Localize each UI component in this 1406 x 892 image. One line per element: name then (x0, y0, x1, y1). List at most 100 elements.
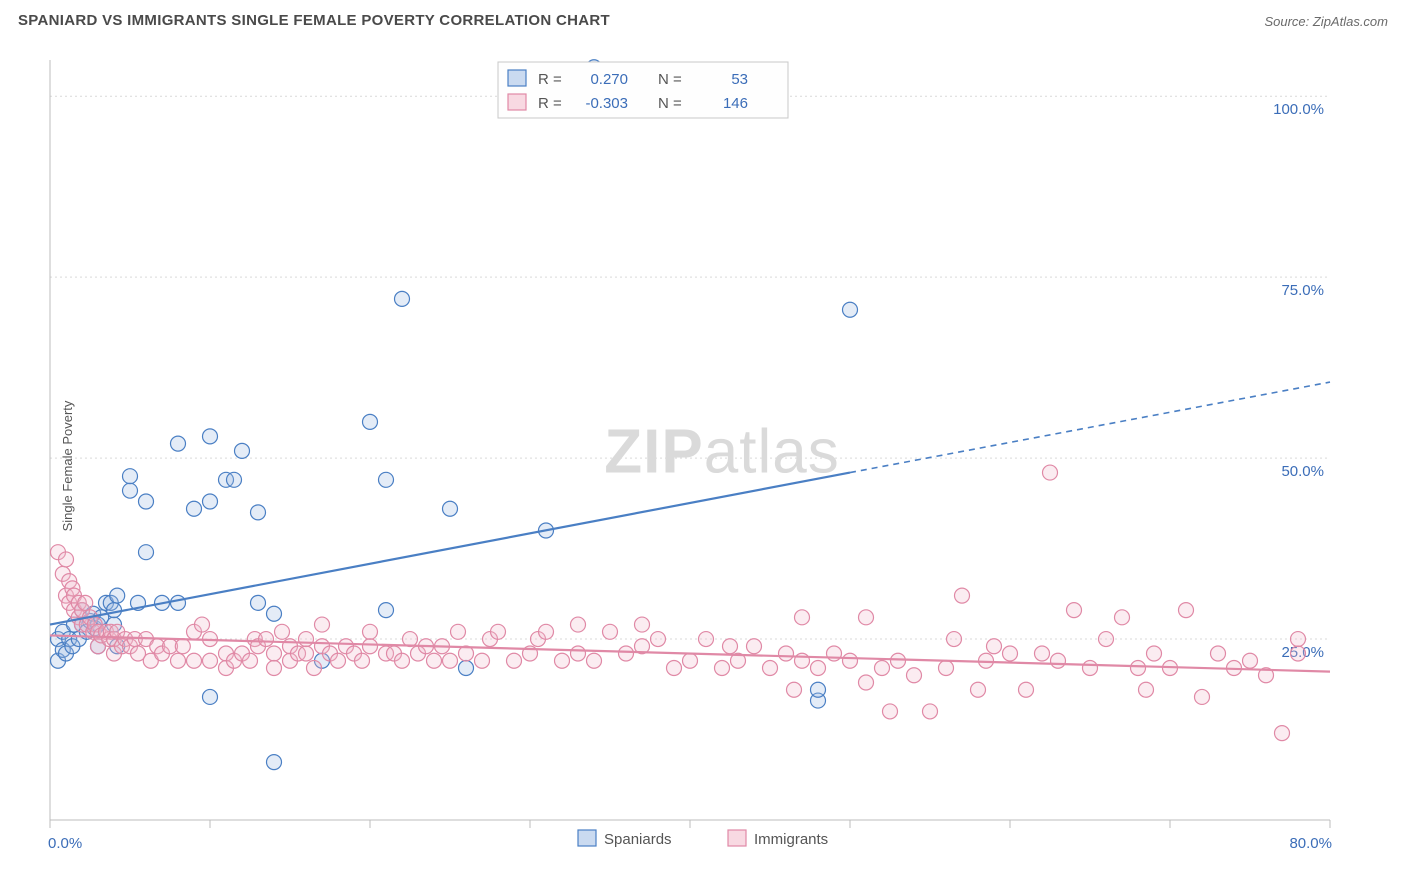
scatter-point (363, 624, 378, 639)
scatter-point (635, 617, 650, 632)
scatter-point (139, 494, 154, 509)
scatter-point (1115, 610, 1130, 625)
source-name: ZipAtlas.com (1313, 14, 1388, 29)
scatter-point (203, 689, 218, 704)
x-tick-label: 80.0% (1289, 835, 1332, 852)
scatter-point (587, 653, 602, 668)
legend-n-label: N = (658, 95, 682, 112)
scatter-point (1131, 661, 1146, 676)
scatter-point (299, 632, 314, 647)
scatter-point (427, 653, 442, 668)
legend-swatch (508, 94, 526, 110)
scatter-point (259, 632, 274, 647)
bottom-legend-label: Immigrants (754, 831, 828, 848)
scatter-point (1035, 646, 1050, 661)
scatter-point (251, 505, 266, 520)
scatter-point (571, 617, 586, 632)
scatter-point (875, 661, 890, 676)
scatter-point (251, 595, 266, 610)
scatter-point (683, 653, 698, 668)
scatter-point (1291, 632, 1306, 647)
scatter-point (795, 610, 810, 625)
scatter-point (603, 624, 618, 639)
bottom-legend-label: Spaniards (604, 831, 672, 848)
scatter-point (355, 653, 370, 668)
scatter-point (267, 755, 282, 770)
scatter-point (1003, 646, 1018, 661)
legend-swatch (508, 70, 526, 86)
scatter-point (227, 472, 242, 487)
scatter-point (203, 429, 218, 444)
watermark: ZIPatlas (604, 418, 839, 487)
scatter-point (779, 646, 794, 661)
scatter-point (171, 653, 186, 668)
scatter-point (1083, 661, 1098, 676)
scatter-point (539, 624, 554, 639)
scatter-point (267, 606, 282, 621)
scatter-point (507, 653, 522, 668)
scatter-point (315, 617, 330, 632)
scatter-point (243, 653, 258, 668)
scatter-point (1099, 632, 1114, 647)
scatter-point (267, 646, 282, 661)
scatter-point (971, 682, 986, 697)
trendline-extrapolated (850, 382, 1330, 472)
scatter-point (1139, 682, 1154, 697)
scatter-point (1243, 653, 1258, 668)
scatter-point (171, 595, 186, 610)
scatter-point (859, 610, 874, 625)
source-prefix: Source: (1264, 14, 1312, 29)
scatter-point (555, 653, 570, 668)
scatter-point (987, 639, 1002, 654)
scatter-point (475, 653, 490, 668)
scatter-point (1211, 646, 1226, 661)
legend-n-value: 53 (731, 71, 748, 88)
scatter-point (651, 632, 666, 647)
scatter-point (1051, 653, 1066, 668)
scatter-point (723, 639, 738, 654)
scatter-point (195, 617, 210, 632)
y-tick-label: 75.0% (1281, 282, 1324, 299)
chart-title: SPANIARD VS IMMIGRANTS SINGLE FEMALE POV… (18, 12, 610, 29)
scatter-point (363, 639, 378, 654)
scatter-point (331, 653, 346, 668)
scatter-point (1291, 646, 1306, 661)
scatter-point (443, 501, 458, 516)
source-label: Source: ZipAtlas.com (1264, 14, 1388, 29)
scatter-point (203, 653, 218, 668)
scatter-point (451, 624, 466, 639)
scatter-point (763, 661, 778, 676)
scatter-point (939, 661, 954, 676)
scatter-point (379, 472, 394, 487)
bottom-legend-swatch (728, 830, 746, 846)
scatter-point (619, 646, 634, 661)
scatter-point (175, 639, 190, 654)
scatter-point (203, 494, 218, 509)
legend-r-value: 0.270 (590, 71, 628, 88)
scatter-point (299, 646, 314, 661)
scatter-point (891, 653, 906, 668)
x-tick-label: 0.0% (48, 835, 82, 852)
scatter-point (110, 588, 125, 603)
scatter-point (443, 653, 458, 668)
scatter-point (667, 661, 682, 676)
y-tick-label: 50.0% (1281, 463, 1324, 480)
trendline (50, 473, 850, 625)
scatter-point (78, 595, 93, 610)
scatter-point (843, 653, 858, 668)
scatter-point (1195, 689, 1210, 704)
scatter-point (267, 661, 282, 676)
scatter-point (123, 483, 138, 498)
scatter-point (139, 545, 154, 560)
scatter-point (187, 501, 202, 516)
scatter-point (883, 704, 898, 719)
scatter-point (395, 291, 410, 306)
scatter-point (811, 661, 826, 676)
scatter-point (571, 646, 586, 661)
scatter-point (235, 443, 250, 458)
legend-r-label: R = (538, 95, 562, 112)
scatter-point (947, 632, 962, 647)
correlation-chart: ZIPatlas25.0%50.0%75.0%100.0%0.0%80.0%R … (30, 40, 1390, 880)
scatter-point (843, 302, 858, 317)
scatter-point (715, 661, 730, 676)
